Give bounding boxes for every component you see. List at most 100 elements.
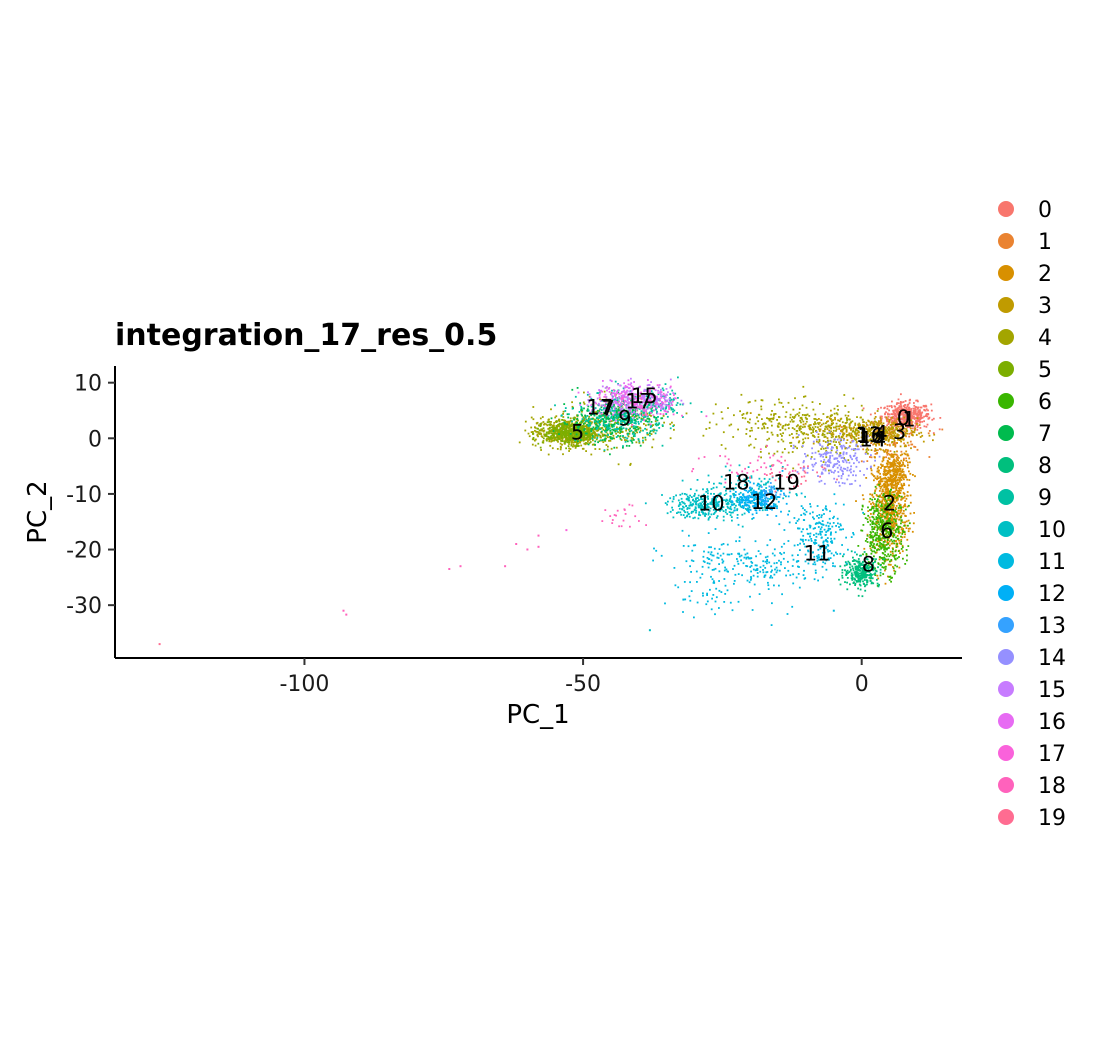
data-point	[625, 404, 628, 406]
data-point	[824, 447, 827, 450]
data-point	[851, 430, 854, 433]
data-point	[877, 505, 879, 507]
data-point	[622, 445, 624, 447]
data-point	[625, 444, 628, 447]
data-point	[896, 427, 899, 430]
data-point	[872, 507, 875, 510]
data-point	[577, 431, 580, 434]
data-point	[611, 431, 614, 434]
data-point	[844, 427, 847, 430]
data-point	[888, 492, 891, 494]
data-point	[586, 442, 589, 445]
data-point	[773, 413, 775, 415]
data-point	[580, 439, 582, 441]
data-point	[850, 421, 852, 423]
data-point	[847, 411, 850, 413]
data-point	[906, 432, 909, 435]
data-point	[907, 416, 910, 418]
data-point	[583, 434, 586, 437]
data-point	[620, 439, 623, 441]
data-point	[798, 429, 801, 432]
data-point	[582, 439, 584, 441]
data-point	[571, 401, 573, 404]
data-point	[603, 433, 606, 436]
data-point	[612, 434, 615, 437]
data-point	[886, 480, 888, 483]
data-point	[904, 409, 907, 412]
data-point	[606, 448, 609, 451]
data-point	[884, 502, 887, 504]
data-point	[609, 430, 612, 432]
data-point	[594, 419, 597, 422]
data-point	[723, 499, 725, 501]
data-point	[864, 585, 866, 588]
data-point	[907, 425, 910, 427]
data-point	[583, 419, 585, 421]
data-point	[640, 413, 643, 416]
data-point	[714, 507, 717, 510]
data-point	[579, 425, 582, 428]
data-point	[895, 464, 897, 467]
data-point	[599, 423, 601, 426]
data-point	[617, 423, 620, 425]
data-point	[913, 512, 915, 514]
data-point	[766, 417, 768, 419]
data-point	[604, 407, 607, 409]
data-point	[562, 426, 565, 428]
data-point	[896, 545, 899, 548]
data-point	[580, 413, 583, 416]
data-point	[889, 518, 892, 520]
data-point	[887, 491, 890, 494]
data-point	[733, 414, 735, 417]
data-point	[850, 577, 853, 580]
data-point	[616, 426, 618, 429]
data-point	[906, 559, 908, 562]
data-point	[651, 406, 653, 409]
data-point	[892, 421, 895, 424]
data-point	[896, 450, 898, 453]
data-point	[634, 413, 637, 416]
data-point	[817, 433, 820, 436]
data-point	[883, 536, 886, 539]
data-point	[532, 418, 535, 421]
data-point	[850, 429, 852, 431]
data-point	[662, 415, 665, 417]
data-point	[561, 437, 564, 440]
data-point	[572, 445, 574, 448]
data-point	[892, 509, 895, 512]
data-point	[757, 413, 760, 416]
data-point	[822, 447, 825, 450]
data-point	[875, 520, 878, 523]
data-point	[850, 437, 853, 439]
data-point	[895, 487, 897, 490]
data-point	[799, 417, 802, 419]
data-point	[638, 431, 641, 434]
data-point	[872, 520, 874, 523]
data-point	[853, 559, 855, 561]
data-point	[553, 438, 556, 441]
data-point	[914, 406, 917, 408]
data-point	[908, 457, 911, 460]
data-point	[617, 391, 620, 394]
data-point	[550, 421, 552, 423]
data-point	[857, 594, 860, 597]
data-point	[839, 565, 842, 568]
data-point	[532, 438, 535, 441]
data-point	[901, 536, 904, 539]
data-point	[725, 503, 728, 505]
data-point	[910, 417, 913, 420]
data-point	[644, 436, 647, 439]
data-point	[796, 436, 799, 438]
data-point	[780, 402, 783, 404]
data-point	[779, 423, 782, 426]
data-point	[597, 425, 600, 428]
data-point	[614, 421, 617, 424]
data-point	[845, 426, 848, 429]
data-point	[844, 426, 847, 428]
data-point	[610, 412, 613, 415]
data-point	[771, 433, 774, 436]
data-point	[553, 422, 556, 424]
data-point	[897, 402, 900, 405]
data-point	[886, 418, 889, 420]
data-point	[629, 416, 632, 419]
